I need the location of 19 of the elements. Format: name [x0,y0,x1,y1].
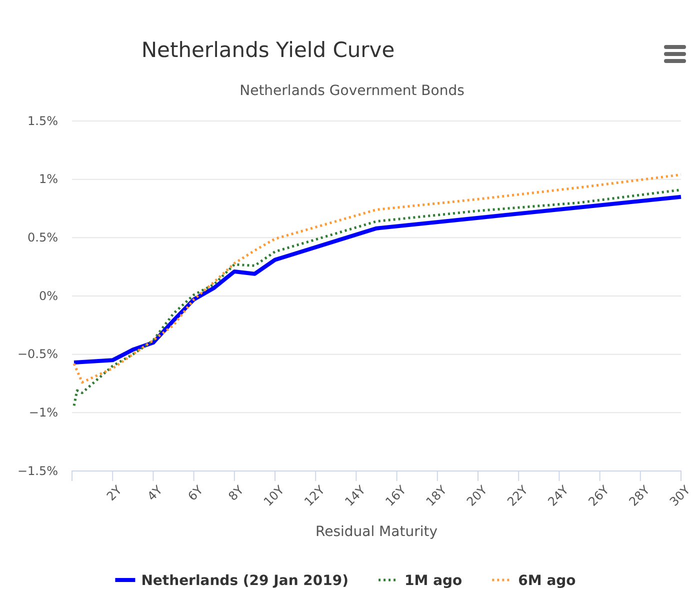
y-tick-label: 0.5% [28,230,58,245]
legend-label: Netherlands (29 Jan 2019) [141,573,349,589]
x-tick-label: 8Y [226,482,247,504]
legend-label: 1M ago [404,573,463,589]
y-tick-label: −1.5% [17,464,58,478]
y-tick-label: −1% [28,406,58,420]
x-axis-title: Residual Maturity [315,524,438,540]
chart-subtitle: Netherlands Government Bonds [240,83,464,99]
x-tick-label: 6Y [185,482,206,504]
y-tick-label: −0.5% [17,347,58,362]
x-tick-label: 2Y [104,482,125,504]
line-series [72,173,682,384]
x-tick-label: 4Y [144,482,166,504]
legend-label: 6M ago [518,573,576,589]
line-series [72,194,683,364]
y-tick-label: 1.5% [28,114,58,128]
y-tick-label: 0% [38,288,58,303]
chart-title: Netherlands Yield Curve [141,38,395,62]
y-tick-label: 1% [38,172,58,186]
